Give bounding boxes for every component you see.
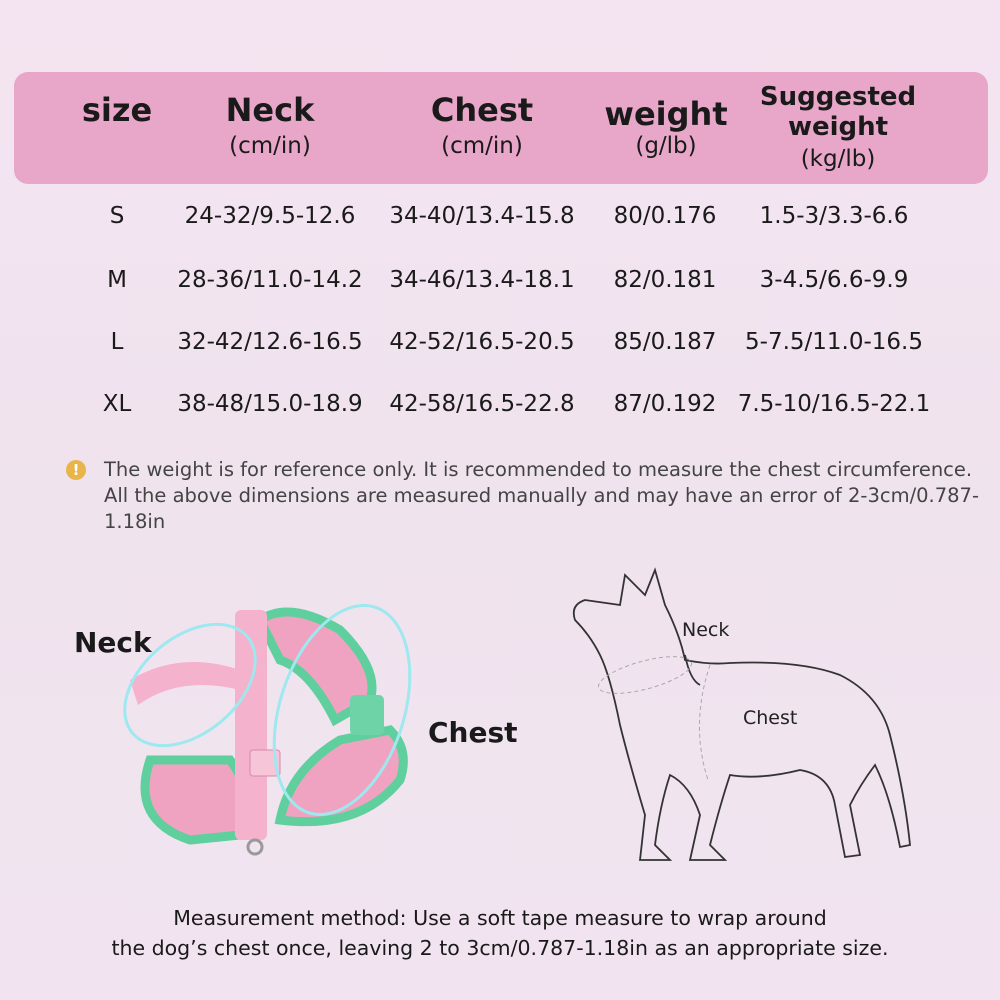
- header-suggested-unit: (kg/lb): [800, 146, 876, 172]
- header-suggested-line1: Suggested: [759, 82, 917, 112]
- header-neck: Neck (cm/in): [226, 92, 315, 160]
- cell-size: S: [109, 203, 125, 229]
- table-header: size Neck (cm/in) Chest (cm/in) weight (…: [14, 72, 988, 184]
- header-size-title: size: [81, 91, 153, 129]
- cell-chest: 42-52/16.5-20.5: [389, 329, 575, 355]
- header-chest-title: Chest: [430, 91, 534, 129]
- cell-chest: 42-58/16.5-22.8: [389, 391, 575, 417]
- cell-weight: 85/0.187: [613, 329, 717, 355]
- cell-size: M: [107, 267, 127, 293]
- header-weight-title: weight: [604, 95, 728, 133]
- header-chest: Chest (cm/in): [431, 92, 533, 160]
- table-row: XL 38-48/15.0-18.9 42-58/16.5-22.8 87/0.192…: [0, 384, 1000, 424]
- table-row: L 32-42/12.6-16.5 42-52/16.5-20.5 85/0.187 5…: [0, 322, 1000, 362]
- header-size: size: [82, 92, 152, 128]
- harness-neck-label: Neck: [74, 626, 152, 659]
- harness-image: [123, 604, 412, 856]
- method-line-2: the dog’s chest once, leaving 2 to 3cm/0…: [111, 936, 889, 960]
- cell-size: L: [110, 329, 124, 355]
- neck-measure-line: [597, 656, 693, 694]
- dog-silhouette: [572, 567, 911, 861]
- cell-chest: 34-40/13.4-15.8: [389, 203, 575, 229]
- header-suggested-line2: weight: [787, 112, 889, 142]
- harness-chest-label: Chest: [428, 716, 518, 749]
- reference-note: The weight is for reference only. It is …: [104, 458, 979, 533]
- dog-neck-label: Neck: [682, 619, 730, 641]
- header-suggested-weight: Suggested weight (kg/lb): [760, 82, 916, 173]
- cell-weight: 80/0.176: [613, 203, 717, 229]
- harness-illustration: [123, 604, 412, 856]
- cell-suggested-weight: 1.5-3/3.3-6.6: [759, 203, 909, 229]
- header-neck-title: Neck: [225, 91, 315, 129]
- cell-neck: 24-32/9.5-12.6: [184, 203, 356, 229]
- header-neck-unit: (cm/in): [229, 133, 311, 159]
- cell-chest: 34-46/13.4-18.1: [389, 267, 575, 293]
- table-row: M 28-36/11.0-14.2 34-46/13.4-18.1 82/0.181 3…: [0, 260, 1000, 300]
- warning-icon: !: [66, 460, 86, 480]
- cell-neck: 38-48/15.0-18.9: [177, 391, 363, 417]
- measurement-method: Measurement method: Use a soft tape meas…: [0, 903, 1000, 963]
- table-row: S 24-32/9.5-12.6 34-40/13.4-15.8 80/0.176 1.…: [0, 196, 1000, 236]
- cell-weight: 87/0.192: [613, 391, 717, 417]
- chest-measure-line: [698, 664, 711, 781]
- cell-suggested-weight: 7.5-10/16.5-22.1: [737, 391, 931, 417]
- cell-neck: 32-42/12.6-16.5: [177, 329, 363, 355]
- cell-suggested-weight: 5-7.5/11.0-16.5: [745, 329, 923, 355]
- cell-neck: 28-36/11.0-14.2: [177, 267, 363, 293]
- dog-chest-label: Chest: [743, 707, 798, 729]
- dog-outline-illustration: [572, 567, 911, 861]
- header-chest-unit: (cm/in): [441, 133, 523, 159]
- cell-weight: 82/0.181: [613, 267, 717, 293]
- cell-size: XL: [102, 391, 132, 417]
- cell-suggested-weight: 3-4.5/6.6-9.9: [759, 267, 909, 293]
- header-weight: weight (g/lb): [604, 96, 727, 160]
- method-line-1: Measurement method: Use a soft tape meas…: [173, 906, 827, 930]
- header-weight-unit: (g/lb): [635, 133, 697, 159]
